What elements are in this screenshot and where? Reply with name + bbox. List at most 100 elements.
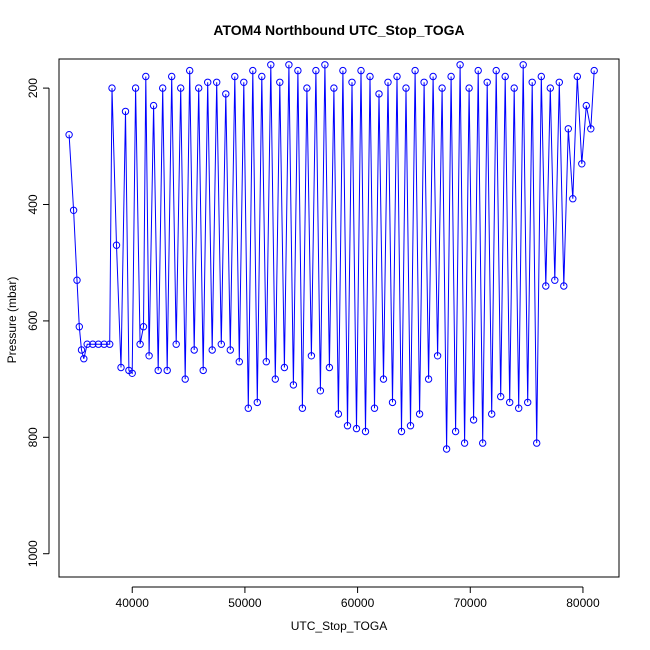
data-point [451, 427, 460, 436]
data-point [420, 78, 428, 87]
data-point [168, 72, 176, 81]
data-point [77, 346, 86, 354]
data-point [145, 352, 153, 360]
data-point [510, 84, 518, 92]
data-point [69, 206, 78, 215]
data-point [465, 84, 473, 92]
data-point [447, 72, 455, 81]
data-point [424, 375, 433, 383]
data-point [429, 72, 437, 81]
data-point [357, 66, 365, 75]
data-point [501, 72, 509, 81]
data-point [366, 72, 374, 81]
data-point [582, 101, 590, 110]
data-point [294, 66, 302, 75]
data-point [384, 78, 392, 87]
data-point [542, 282, 550, 290]
series-line [68, 64, 595, 450]
data-point [438, 84, 446, 92]
data-point [253, 398, 261, 407]
data-point [546, 84, 554, 92]
data-point [276, 78, 284, 87]
y-tick-label: 600 [26, 311, 40, 331]
data-point [564, 125, 572, 133]
data-point [361, 427, 370, 436]
data-point [73, 276, 81, 284]
data-point [222, 90, 230, 98]
data-point [388, 398, 397, 407]
data-point [515, 404, 523, 412]
data-point [483, 78, 491, 87]
data-point [121, 107, 130, 116]
data-point [479, 439, 487, 447]
data-point [555, 78, 563, 87]
data-point [488, 410, 496, 418]
data-point [519, 61, 527, 69]
x-tick-label: 50000 [228, 596, 262, 610]
data-point [136, 340, 144, 348]
data-point [573, 72, 581, 81]
data-point [190, 346, 198, 354]
data-point [334, 410, 343, 418]
data-point [262, 358, 270, 366]
data-point [474, 66, 482, 75]
x-tick-label: 70000 [454, 596, 488, 610]
data-point [231, 72, 239, 81]
data-point [590, 66, 598, 75]
data-point [80, 355, 88, 363]
data-point [406, 422, 415, 430]
data-point [560, 282, 568, 290]
x-tick-label: 80000 [566, 596, 600, 610]
data-point [469, 416, 478, 424]
data-point [267, 61, 275, 69]
y-axis: 200 400 600 800 1000 [26, 78, 50, 567]
data-point [587, 125, 595, 133]
data-point [217, 340, 226, 348]
data-point [492, 66, 500, 75]
data-point [83, 340, 91, 348]
y-tick-label: 400 [26, 194, 40, 214]
data-point [370, 404, 379, 412]
data-point [75, 323, 84, 331]
x-axis: 40000 50000 60000 70000 80000 [116, 586, 600, 610]
data-point [142, 72, 150, 81]
data-point [393, 72, 401, 81]
data-point [442, 445, 451, 453]
data-point [303, 84, 311, 92]
plot-frame [58, 58, 620, 578]
data-point [528, 78, 536, 87]
x-axis-label: UTC_Stop_TOGA [291, 619, 387, 633]
data-point [280, 363, 289, 372]
data-point [379, 375, 388, 383]
data-point [131, 84, 140, 92]
data-point [289, 381, 298, 389]
data-point [240, 78, 248, 87]
data-point [551, 276, 559, 284]
data-point [235, 358, 244, 366]
data-point [139, 323, 148, 331]
y-tick-label: 800 [26, 427, 40, 447]
series-pressure [65, 61, 598, 453]
data-point [244, 404, 253, 412]
data-point [159, 84, 167, 92]
data-point [149, 101, 158, 110]
data-point [506, 398, 514, 407]
data-point [402, 84, 410, 92]
data-point [172, 340, 180, 348]
data-point [397, 427, 406, 436]
data-point [533, 439, 541, 447]
data-point [199, 366, 207, 375]
data-point [285, 61, 293, 69]
x-tick-label: 40000 [116, 596, 150, 610]
data-point [163, 366, 171, 375]
data-point [204, 78, 212, 87]
data-point [128, 369, 136, 377]
data-point [106, 340, 114, 348]
data-point [226, 346, 235, 354]
data-point [343, 422, 352, 430]
data-point [375, 90, 383, 98]
data-point [352, 424, 361, 433]
data-point [258, 72, 266, 81]
data-point [460, 439, 469, 447]
